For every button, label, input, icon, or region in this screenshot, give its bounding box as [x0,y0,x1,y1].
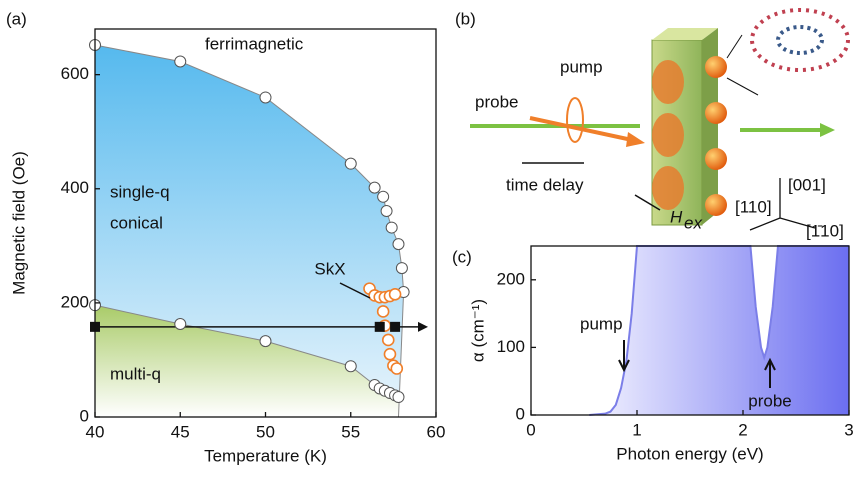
pump-arrow [618,340,630,373]
x-tick-label: 3 [844,420,853,439]
y-tick-label: 200 [61,292,89,311]
skx-point [383,347,397,361]
region-label: SkX [314,259,345,278]
scan-point [390,321,401,332]
skyrmion-core [776,25,824,55]
skx-pointer [339,282,371,299]
field-sub: ex [684,213,702,232]
boundary-point [344,157,357,170]
probe-label: probe [748,391,791,410]
polarization [566,97,584,143]
pump-label: pump [580,314,623,333]
skx-point [376,305,390,318]
pointer [726,77,759,96]
boundary-point [344,360,357,373]
region-label: conical [110,213,163,232]
x-tick-label: 1 [632,420,641,439]
x-tick-label: 0 [526,420,535,439]
boundary-point [392,391,405,404]
y-tick-label: 400 [61,178,89,197]
y-tick-label: 100 [497,337,525,356]
boundary-point [368,181,381,194]
scan-arrow-head [418,321,428,332]
probe-label: probe [475,92,518,111]
probe-arrow [764,357,776,388]
conical-region [95,44,404,417]
skx-point [388,288,402,301]
pump-beam [529,116,633,142]
boundary-point [377,190,390,203]
panel-label: (b) [455,9,476,28]
beam-head [820,123,835,137]
plot-frame [94,28,437,418]
region-label: ferrimagnetic [205,34,304,53]
slab-top [652,28,718,40]
scan-point [374,321,385,332]
y-tick-label: 200 [497,269,525,288]
plot-frame [530,245,850,416]
y-tick-label: 0 [80,406,89,425]
skyrmion-tubes [652,56,727,216]
panel-label: (c) [452,247,472,266]
x-tick-label: 60 [427,422,446,441]
absorption-area [589,246,849,415]
pump-label: pump [560,57,603,76]
axis-110: [110] [735,197,772,216]
pump-head [626,132,645,147]
boundary-point [174,317,187,330]
pointer [726,34,743,59]
y-tick-label: 0 [516,404,525,423]
skx-point [390,362,404,375]
boundary-point [380,205,393,218]
panel-label: (a) [6,9,27,28]
x-axis-label: Photon energy (eV) [616,444,763,463]
y-axis-label: α (cm⁻¹) [468,299,487,362]
boundary-point [395,262,408,275]
boundary-point [259,91,272,104]
delay-label: time delay [506,175,584,194]
field-label: H [670,207,683,226]
skx-point [381,333,395,347]
x-tick-label: 55 [341,422,360,441]
field-arrow [634,194,661,211]
panel-c: 0 1 2 3 0 100 200 Photon energy (eV) α (cm⁻¹) (c)… [452,245,854,463]
region-label: multi-q [110,364,161,383]
panel-b: (b) pump probe time delay H ex [001] [11… [455,8,850,240]
region-label: single-q [110,182,170,201]
boundary-point [385,221,398,234]
axis-001: [001] [788,175,826,194]
skyrmion-spins [750,8,850,72]
boundary-point [259,335,272,348]
x-tick-label: 45 [171,422,190,441]
axis-1bar10: [1̄10] [806,221,844,240]
x-tick-label: 2 [738,420,747,439]
y-axis-label: Magnetic field (Oe) [9,151,28,295]
axes-triad [749,178,816,231]
x-tick-label: 50 [256,422,275,441]
x-tick-label: 40 [86,422,105,441]
x-axis-label: Temperature (K) [204,446,327,465]
boundary-point [392,238,405,251]
multi-q-region [95,305,399,417]
boundary-point [174,55,187,68]
y-tick-label: 600 [61,64,89,83]
